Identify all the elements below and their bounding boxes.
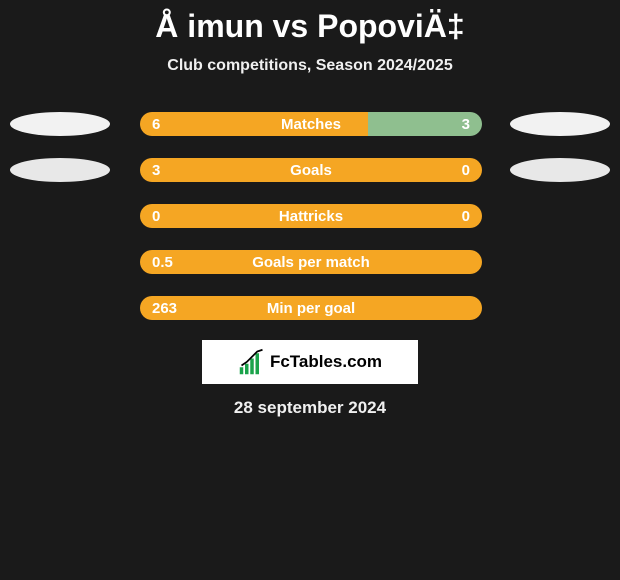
stat-row: 0.5Goals per match bbox=[0, 248, 620, 276]
player-left-ellipse bbox=[10, 112, 110, 136]
bar-left-value: 0.5 bbox=[140, 250, 470, 274]
stat-row: 263Min per goal bbox=[0, 294, 620, 322]
bar-left-value: 0 bbox=[140, 204, 462, 228]
logo-text: FcTables.com bbox=[270, 352, 382, 372]
bar-left-value: 3 bbox=[140, 158, 403, 182]
logo-box[interactable]: FcTables.com bbox=[202, 340, 418, 384]
bar-track: 63 bbox=[140, 112, 482, 136]
player-right-ellipse bbox=[510, 158, 610, 182]
bar-right-value: 0 bbox=[462, 204, 482, 228]
bar-left-value: 6 bbox=[140, 112, 368, 136]
fctables-logo-icon bbox=[238, 348, 266, 376]
page-title: Å imun vs PopoviÄ‡ bbox=[0, 8, 620, 45]
bar-track: 263 bbox=[140, 296, 482, 320]
stats-rows: 63Matches 30Goals 00Hattricks 0.5Goals per … bbox=[0, 110, 620, 322]
player-right-ellipse bbox=[510, 112, 610, 136]
bar-right-value: 3 bbox=[368, 112, 482, 136]
comparison-widget: Å imun vs PopoviÄ‡ Club competitions, Se… bbox=[0, 0, 620, 418]
bar-right-value: 0 bbox=[403, 158, 482, 182]
date-text: 28 september 2024 bbox=[0, 398, 620, 418]
bar-track: 30 bbox=[140, 158, 482, 182]
stat-row: 00Hattricks bbox=[0, 202, 620, 230]
subtitle: Club competitions, Season 2024/2025 bbox=[0, 57, 620, 75]
bar-right-value bbox=[470, 250, 482, 274]
bar-right-value bbox=[470, 296, 482, 320]
bar-left-value: 263 bbox=[140, 296, 470, 320]
bar-track: 00 bbox=[140, 204, 482, 228]
stat-row: 30Goals bbox=[0, 156, 620, 184]
stat-row: 63Matches bbox=[0, 110, 620, 138]
bar-track: 0.5 bbox=[140, 250, 482, 274]
player-left-ellipse bbox=[10, 158, 110, 182]
